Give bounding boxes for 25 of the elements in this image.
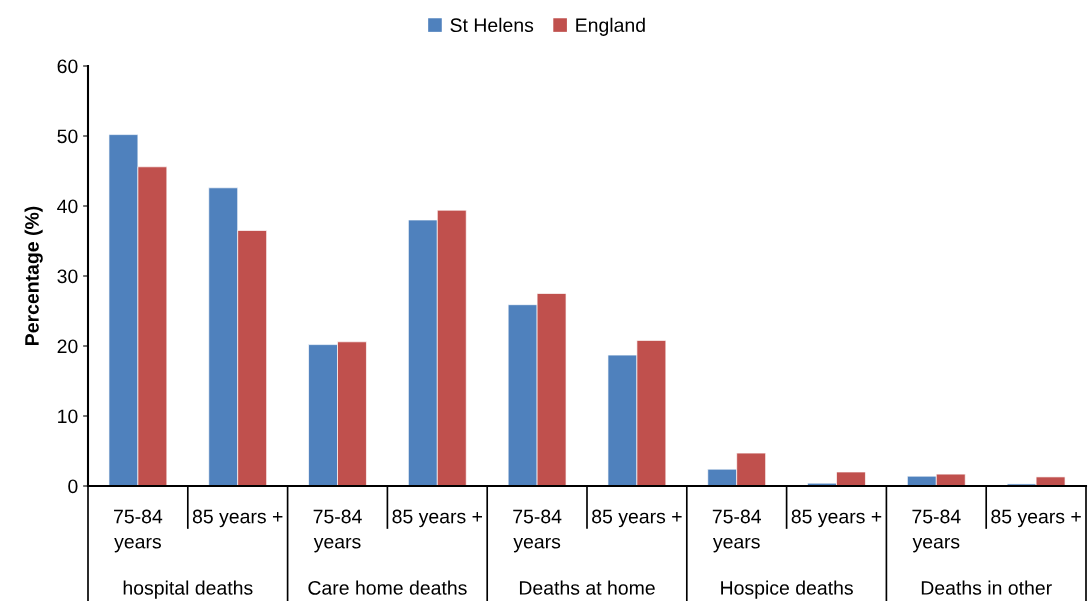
text: hospital deaths — [123, 580, 253, 599]
y-tick-label: 60 — [57, 59, 78, 74]
y-axis-title: Percentage (%) — [24, 206, 43, 345]
x-tick-label: 85 years + — [392, 509, 483, 528]
x-tick-label: 85 years + — [991, 509, 1081, 528]
x-tick-label: 85 years + — [592, 509, 682, 528]
text: Deaths in other — [921, 580, 1052, 595]
x-tick-label: 75-84 years — [912, 509, 961, 553]
x-tick-label: 75-84 years — [313, 509, 362, 553]
y-tick-label: 50 — [57, 129, 78, 144]
y-tick-label: 30 — [57, 269, 78, 284]
y-tick-label: 0 — [68, 479, 78, 494]
text: Deaths at home — [519, 580, 655, 595]
legend-label: St Helens — [450, 17, 534, 33]
x-tick-label: 75-84 years — [513, 509, 562, 553]
text: Hospice deaths — [721, 580, 853, 599]
y-tick-label: 10 — [58, 409, 78, 424]
legend-label: England — [576, 17, 645, 36]
y-tick-label: 20 — [57, 339, 78, 354]
x-tick-label: 75-84 years — [114, 509, 163, 553]
x-tick-label: 85 years + — [791, 509, 882, 528]
x-tick-label: 85 years + — [192, 509, 283, 528]
y-tick-label: 40 — [57, 199, 78, 214]
x-tick-label: 75-84 years — [712, 509, 761, 553]
text: Care home deaths — [308, 580, 467, 595]
